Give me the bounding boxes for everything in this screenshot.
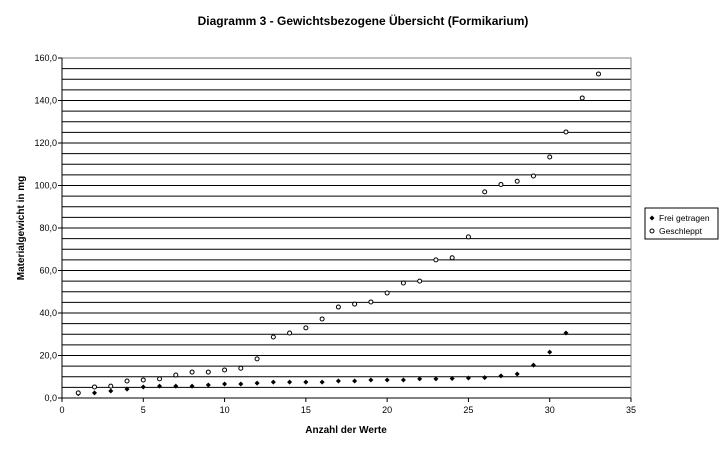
data-point	[400, 377, 406, 383]
legend: Frei getragen Geschleppt	[644, 207, 719, 240]
data-point	[368, 377, 374, 383]
x-axis-label: Anzahl der Werte	[305, 425, 387, 436]
data-point	[433, 376, 439, 382]
data-point	[368, 299, 374, 305]
data-point	[433, 257, 439, 263]
data-point	[222, 381, 228, 387]
data-point	[530, 362, 536, 368]
data-point	[563, 330, 569, 336]
data-point	[303, 379, 309, 385]
data-point	[498, 373, 504, 379]
data-point	[400, 280, 406, 286]
data-point	[303, 325, 309, 331]
data-point	[352, 378, 358, 384]
data-point	[157, 376, 163, 382]
data-point	[124, 386, 130, 392]
data-point	[563, 129, 569, 135]
data-point	[449, 375, 455, 381]
y-tick-label: 80,0	[39, 223, 57, 233]
data-point	[384, 290, 390, 296]
data-point	[108, 388, 114, 394]
legend-marker	[649, 228, 655, 234]
data-point	[449, 255, 455, 261]
data-point	[205, 382, 211, 388]
legend-label: Geschleppt	[659, 226, 703, 236]
data-point	[547, 349, 553, 355]
data-point	[270, 334, 276, 340]
data-point	[205, 369, 211, 375]
data-point	[482, 375, 488, 381]
data-point	[189, 369, 195, 375]
y-tick-label: 160,0	[34, 53, 57, 63]
data-point	[579, 95, 585, 101]
data-point	[465, 375, 471, 381]
data-point	[140, 377, 146, 383]
data-point	[173, 383, 179, 389]
x-tick-label: 15	[301, 405, 311, 415]
axes: 0,0 20,0 40,0 60,0 80,0 100,0 120,0 140,0 160,0 0…	[34, 53, 636, 415]
data-point	[514, 371, 520, 377]
data-point	[238, 381, 244, 387]
data-point	[530, 173, 536, 179]
data-point	[92, 384, 98, 390]
data-point	[75, 390, 81, 396]
data-point	[335, 304, 341, 310]
data-point	[319, 316, 325, 322]
data-point	[140, 384, 146, 390]
y-tick-label: 140,0	[34, 96, 57, 106]
data-point	[465, 234, 471, 240]
x-tick-label: 10	[220, 405, 230, 415]
data-point	[270, 379, 276, 385]
data-point	[124, 378, 130, 384]
x-tick-label: 35	[626, 405, 636, 415]
x-tick-label: 0	[59, 405, 64, 415]
y-tick-label: 0,0	[44, 393, 57, 403]
y-axis-label: Materialgewicht in mg	[16, 176, 27, 280]
y-tick-label: 60,0	[39, 266, 57, 276]
data-point	[482, 189, 488, 195]
data-point	[157, 383, 163, 389]
gridlines	[62, 57, 631, 388]
data-point	[498, 181, 504, 187]
y-tick-label: 120,0	[34, 138, 57, 148]
data-point	[514, 178, 520, 184]
data-point	[287, 379, 293, 385]
data-point	[417, 278, 423, 284]
legend-box	[644, 207, 719, 240]
data-point	[189, 383, 195, 389]
legend-marker	[649, 215, 655, 221]
data-point	[384, 377, 390, 383]
data-point	[238, 365, 244, 371]
data-point	[92, 390, 98, 396]
data-point	[417, 376, 423, 382]
data-point	[222, 367, 228, 373]
y-tick-label: 100,0	[34, 181, 57, 191]
x-tick-label: 30	[545, 405, 555, 415]
data-point	[547, 154, 553, 160]
data-points	[75, 71, 601, 397]
x-tick-label: 5	[141, 405, 146, 415]
chart-title: Diagramm 3 - Gewichtsbezogene Übersicht …	[198, 13, 529, 28]
x-tick-label: 20	[382, 405, 392, 415]
data-point	[287, 330, 293, 336]
data-point	[352, 301, 358, 307]
data-point	[335, 378, 341, 384]
data-point	[254, 356, 260, 362]
data-point	[319, 379, 325, 385]
y-tick-label: 20,0	[39, 351, 57, 361]
data-point	[173, 372, 179, 378]
data-point	[108, 383, 114, 389]
data-point	[595, 71, 601, 77]
legend-label: Frei getragen	[659, 213, 710, 223]
y-tick-label: 40,0	[39, 308, 57, 318]
x-tick-label: 25	[463, 405, 473, 415]
data-point	[254, 380, 260, 386]
